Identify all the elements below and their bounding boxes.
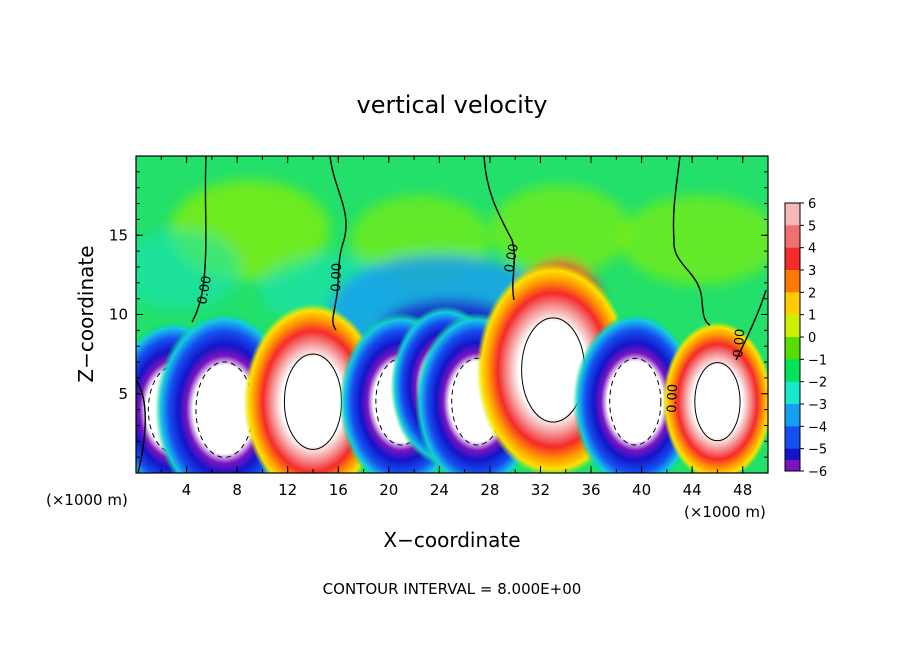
x-axis-label: X−coordinate — [383, 528, 520, 552]
colorbar-swatch-4 — [785, 292, 800, 316]
colorbar-swatch-6 — [785, 337, 800, 360]
colorbar-swatch-5 — [785, 314, 800, 338]
x-tick-label-44: 44 — [683, 481, 702, 499]
colorbar-label-10: −4 — [808, 420, 827, 435]
colorbar-label-0: 6 — [808, 197, 816, 212]
y-tick-label-15: 15 — [109, 226, 128, 244]
y-tick-label-5: 5 — [118, 385, 128, 403]
velocity-cell-9 — [662, 321, 768, 473]
colorbar-swatch-9 — [785, 404, 800, 427]
colorbar-label-2: 4 — [808, 242, 816, 257]
colorbar-label-6: 0 — [808, 331, 816, 346]
colorbar-label-4: 2 — [808, 286, 816, 301]
x-tick-label-36: 36 — [581, 481, 600, 499]
x-tick-label-4: 4 — [182, 481, 192, 499]
colorbar-label-8: −2 — [808, 376, 827, 391]
colorbar-label-3: 3 — [808, 264, 816, 279]
x-unit-note-left: (×1000 m) — [46, 491, 128, 509]
contour-interval-footer: CONTOUR INTERVAL = 8.000E+00 — [323, 580, 582, 598]
colorbar: 6 5 4 3 2 1 0 −1 −2 −3 −4 −5 −6 — [784, 197, 827, 480]
colorbar-swatch-2 — [785, 247, 800, 271]
x-axis: 4 8 12 16 20 24 28 32 36 40 44 48 — [135, 156, 769, 499]
colorbar-label-1: 5 — [808, 219, 816, 234]
x-tick-label-16: 16 — [329, 481, 348, 499]
velocity-cell-8 — [572, 312, 698, 473]
contour-label-1: 0.00 — [195, 275, 215, 306]
x-tick-label-8: 8 — [232, 481, 242, 499]
y-axis-label: Z−coordinate — [74, 245, 98, 382]
colorbar-swatch-10 — [785, 426, 800, 450]
colorbar-swatch-7 — [785, 359, 800, 383]
colorbar-label-11: −5 — [808, 443, 827, 458]
x-tick-label-48: 48 — [733, 481, 752, 499]
zero-contours — [136, 156, 767, 473]
colorbar-label-12: −6 — [808, 465, 827, 480]
contour-label-3: 0.00 — [502, 243, 522, 274]
x-tick-label-40: 40 — [632, 481, 651, 499]
x-tick-label-32: 32 — [531, 481, 550, 499]
x-tick-label-20: 20 — [379, 481, 398, 499]
contour-label-4: 0.00 — [665, 384, 681, 413]
colorbar-label-5: 1 — [808, 309, 816, 324]
colorbar-swatch-8 — [785, 381, 800, 405]
x-tick-label-24: 24 — [430, 481, 449, 499]
colorbar-swatch-3 — [785, 270, 800, 293]
contour-label-2: 0.00 — [329, 263, 345, 292]
x-tick-label-28: 28 — [480, 481, 499, 499]
y-axis: 5 10 15 — [109, 155, 768, 474]
x-tick-label-12: 12 — [278, 481, 297, 499]
y-tick-label-10: 10 — [109, 306, 128, 324]
contour-label-5: 0.00 — [731, 328, 748, 358]
colorbar-label-7: −1 — [808, 353, 827, 368]
chart-title: vertical velocity — [357, 91, 548, 119]
colorbar-label-9: −3 — [808, 398, 827, 413]
plot-area — [136, 156, 768, 473]
colorbar-swatch-1 — [785, 225, 800, 249]
colorbar-swatch-0 — [785, 203, 800, 226]
x-unit-note-right: (×1000 m) — [684, 503, 766, 521]
